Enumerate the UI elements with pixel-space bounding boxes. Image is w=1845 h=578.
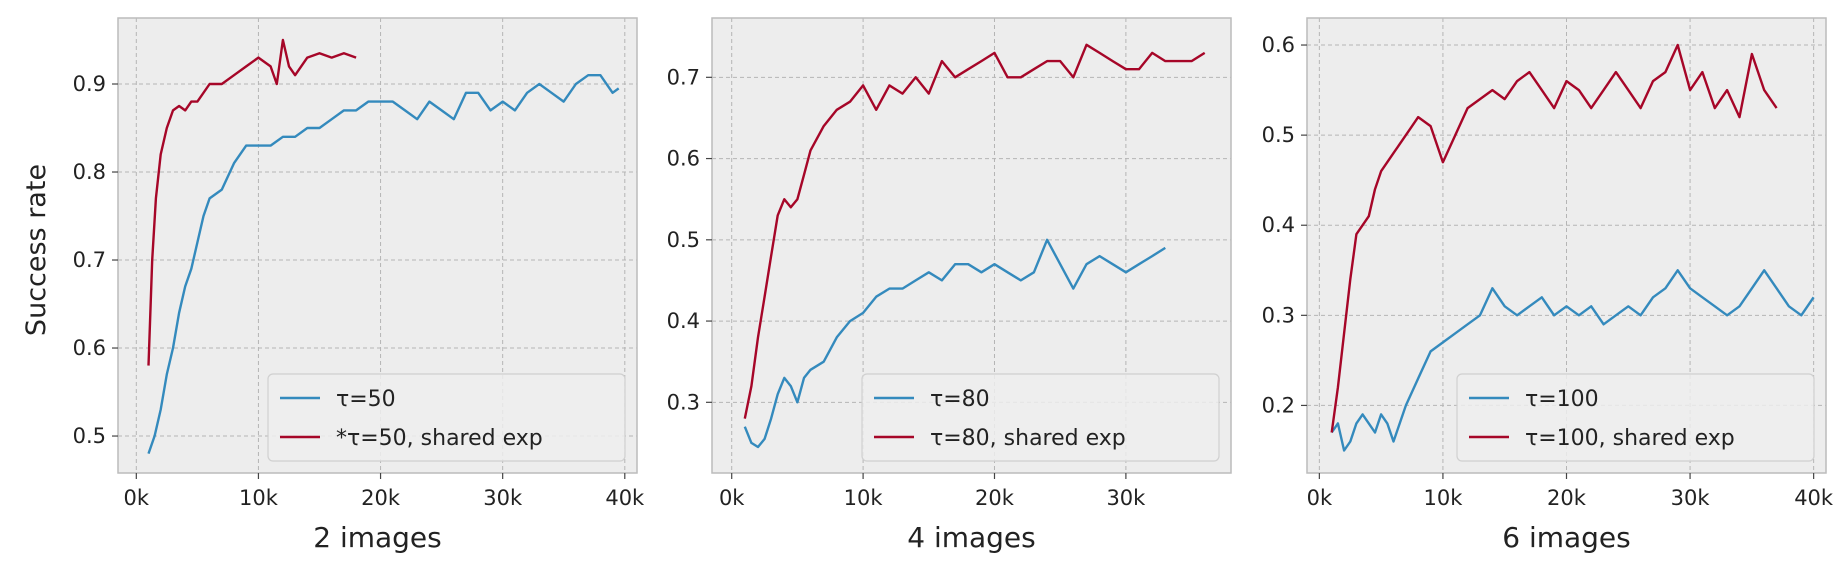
x-axis-label: 6 images: [1502, 521, 1631, 554]
legend-box: [861, 373, 1220, 462]
y-tick-label: 0.9: [73, 72, 106, 96]
y-tick-label: 0.5: [1262, 123, 1295, 147]
chart-panel-1: 0k 10k 20k 30k 40k 0.5 0.6 0.7 0.8 0.9 2 images τ=5…: [73, 17, 645, 554]
y-tick-label: 0.7: [73, 248, 106, 272]
series-line-2: [743, 43, 1206, 419]
x-tick-label: 20k: [975, 486, 1015, 510]
legend-label: *τ=50, shared exp: [336, 426, 543, 451]
y-tick-label: 0.7: [667, 65, 700, 89]
x-tick-label: 40k: [1794, 486, 1834, 510]
legend-label: τ=100: [1525, 387, 1599, 412]
y-tick-label: 0.4: [1262, 213, 1295, 237]
y-tick-label: 0.2: [1262, 393, 1295, 417]
x-tick-label: 10k: [1423, 486, 1463, 510]
y-tick-label: 0.3: [667, 390, 700, 414]
series-group: [743, 43, 1206, 449]
y-tick-label: 0.6: [667, 147, 700, 171]
legend-label: τ=80: [930, 387, 990, 412]
legend: τ=100 τ=100, shared exp: [1456, 373, 1815, 462]
y-tick-label: 0.8: [73, 160, 106, 184]
plot-frame: [117, 17, 638, 474]
series-line-2: [1330, 43, 1778, 433]
legend-box: [267, 373, 626, 462]
x-tick-label: 30k: [1106, 486, 1146, 510]
x-tick-label: 40k: [605, 486, 645, 510]
series-line-1: [147, 74, 620, 454]
series-line-2: [147, 38, 357, 366]
x-tick-label: 0k: [719, 486, 745, 510]
series-group: [147, 38, 620, 454]
chart-panel-3: 0k 10k 20k 30k 40k 0.2 0.3 0.4 0.5 0.6 6 images τ=1…: [1262, 17, 1834, 554]
x-tick-label: 0k: [1307, 486, 1333, 510]
series-group: [1330, 43, 1815, 452]
x-tick-label: 30k: [1671, 486, 1711, 510]
legend: τ=80 τ=80, shared exp: [861, 373, 1220, 462]
series-line-1: [1330, 269, 1815, 452]
y-tick-label: 0.5: [73, 424, 106, 448]
plot-frame: [711, 17, 1232, 474]
y-axis-label: Success rate: [21, 164, 52, 336]
x-axis-label: 2 images: [313, 521, 442, 554]
x-tick-label: 10k: [844, 486, 884, 510]
x-tick-label: 20k: [361, 486, 401, 510]
x-tick-label: 30k: [483, 486, 523, 510]
y-tick-label: 0.5: [667, 228, 700, 252]
legend-label: τ=100, shared exp: [1525, 426, 1735, 451]
legend-label: τ=80, shared exp: [930, 426, 1126, 451]
y-tick-label: 0.3: [1262, 303, 1295, 327]
x-tick-label: 20k: [1547, 486, 1587, 510]
legend: τ=50 *τ=50, shared exp: [267, 373, 626, 462]
y-tick-label: 0.6: [1262, 33, 1295, 57]
x-tick-label: 0k: [124, 486, 150, 510]
y-tick-label: 0.6: [73, 336, 106, 360]
x-axis-label: 4 images: [907, 521, 1036, 554]
x-tick-label: 10k: [239, 486, 279, 510]
y-tick-label: 0.4: [667, 309, 700, 333]
legend-label: τ=50: [336, 387, 396, 412]
series-line-1: [743, 238, 1166, 449]
legend-box: [1456, 373, 1815, 462]
